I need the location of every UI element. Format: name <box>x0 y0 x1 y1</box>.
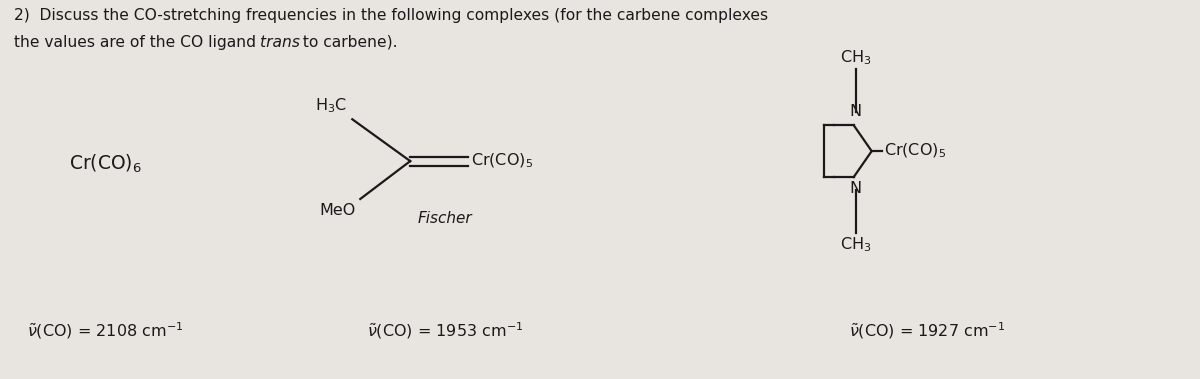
Text: $\tilde{\nu}$(CO) = 1927 cm$^{-1}$: $\tilde{\nu}$(CO) = 1927 cm$^{-1}$ <box>848 320 1004 341</box>
Text: H$_3$C: H$_3$C <box>316 97 347 115</box>
Text: N: N <box>850 181 862 196</box>
Text: $\tilde{\nu}$(CO) = 1953 cm$^{-1}$: $\tilde{\nu}$(CO) = 1953 cm$^{-1}$ <box>367 320 523 341</box>
Text: MeO: MeO <box>319 203 355 218</box>
Text: the values are of the CO ligand: the values are of the CO ligand <box>13 34 260 50</box>
Text: Cr(CO)$_5$: Cr(CO)$_5$ <box>472 152 533 170</box>
Text: CH$_3$: CH$_3$ <box>840 49 871 67</box>
Text: Fischer: Fischer <box>418 211 473 226</box>
Text: CH$_3$: CH$_3$ <box>840 235 871 254</box>
Text: Cr(CO)$_5$: Cr(CO)$_5$ <box>883 142 946 160</box>
Text: Cr(CO)$_6$: Cr(CO)$_6$ <box>70 153 142 175</box>
Text: trans: trans <box>260 34 300 50</box>
Text: N: N <box>850 104 862 119</box>
Text: to carbene).: to carbene). <box>299 34 398 50</box>
Text: $\tilde{\nu}$(CO) = 2108 cm$^{-1}$: $\tilde{\nu}$(CO) = 2108 cm$^{-1}$ <box>28 320 184 341</box>
Text: 2)  Discuss the CO-stretching frequencies in the following complexes (for the ca: 2) Discuss the CO-stretching frequencies… <box>13 8 768 23</box>
